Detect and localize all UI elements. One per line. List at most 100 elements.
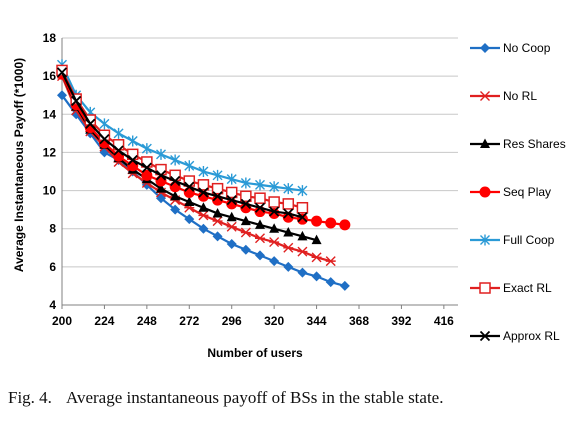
legend-label: No Coop xyxy=(503,41,551,55)
y-tick-label: 8 xyxy=(49,222,56,236)
legend-marker xyxy=(480,43,490,53)
data-point-seq-play xyxy=(141,169,153,181)
data-point-full-coop xyxy=(226,173,237,185)
data-point-exact-rl xyxy=(282,198,295,210)
data-point-no-coop xyxy=(212,231,223,242)
data-point-exact-rl xyxy=(296,201,309,214)
payoff-line-chart: 4 6 8 10 12 14 16 18 200 224 248 272 296 320 344 368 392… xyxy=(12,31,566,360)
series-lines xyxy=(56,59,351,291)
y-tick-label: 18 xyxy=(43,31,57,45)
legend-label: Full Coop xyxy=(503,233,555,247)
data-point-full-coop xyxy=(212,169,223,181)
x-tick-label: 368 xyxy=(349,314,369,328)
data-point-no-coop xyxy=(311,271,322,282)
data-point-approx-rl xyxy=(240,198,251,210)
legend-item-approx-rl: Approx RL xyxy=(470,329,560,343)
y-tick-label: 10 xyxy=(43,184,57,198)
legend-item-no-coop: No Coop xyxy=(470,41,551,55)
y-tick-label: 16 xyxy=(43,69,57,83)
y-tick-label: 12 xyxy=(43,145,57,159)
data-point-seq-play xyxy=(325,217,337,229)
data-point-approx-rl xyxy=(198,187,209,198)
data-point-no-coop xyxy=(297,267,308,278)
x-tick-label: 416 xyxy=(434,314,454,328)
y-tick-label: 4 xyxy=(49,298,56,312)
data-point-no-coop xyxy=(226,238,237,249)
data-point-no-coop xyxy=(339,280,350,291)
legend-label: Seq Play xyxy=(503,185,551,199)
data-point-res-shares xyxy=(226,211,237,222)
legend-marker xyxy=(480,234,490,246)
legend-item-seq-play: Seq Play xyxy=(470,185,551,199)
legend-label: Approx RL xyxy=(503,329,560,343)
legend-marker xyxy=(480,138,490,148)
data-point-res-shares xyxy=(255,219,265,229)
data-point-exact-rl xyxy=(197,179,210,191)
x-axis-label: Number of users xyxy=(207,346,303,360)
legend-marker xyxy=(479,330,491,342)
data-point-exact-rl xyxy=(240,190,252,203)
legend-item-res-shares: Res Shares xyxy=(470,137,566,151)
data-point-full-coop xyxy=(240,177,251,189)
data-point-approx-rl xyxy=(99,133,110,145)
data-point-no-coop xyxy=(57,90,67,101)
data-point-no-coop xyxy=(198,223,209,234)
y-tick-label: 14 xyxy=(43,107,57,121)
data-point-approx-rl xyxy=(212,191,223,202)
data-point-no-rl xyxy=(311,252,322,263)
x-tick-label: 224 xyxy=(94,314,114,328)
legend: No Coop No RL Res Shares Seq Play Full Coop E… xyxy=(470,41,566,343)
data-point-full-coop xyxy=(127,135,138,147)
data-point-no-rl xyxy=(198,210,209,221)
data-point-no-rl xyxy=(255,233,265,244)
legend-marker xyxy=(479,186,491,198)
data-point-full-coop xyxy=(99,118,110,130)
data-point-res-shares xyxy=(156,183,166,193)
y-tick-label: 6 xyxy=(49,260,56,274)
data-point-no-rl xyxy=(325,256,336,267)
legend-label: Exact RL xyxy=(503,281,552,295)
data-point-full-coop xyxy=(297,185,308,197)
data-point-exact-rl xyxy=(225,186,238,199)
data-point-no-rl xyxy=(283,242,294,253)
series-approx-rl xyxy=(56,67,308,223)
data-point-full-coop xyxy=(184,160,195,172)
data-point-approx-rl xyxy=(254,202,266,213)
data-point-full-coop xyxy=(170,154,181,166)
data-point-approx-rl xyxy=(127,154,138,166)
data-point-no-coop xyxy=(283,261,294,272)
figure-caption: Fig. 4. Average instantaneous payoff of B… xyxy=(8,388,573,408)
data-point-res-shares xyxy=(240,215,251,226)
data-point-res-shares xyxy=(170,190,181,201)
data-point-full-coop xyxy=(255,179,265,191)
data-point-approx-rl xyxy=(226,194,237,206)
x-tick-label: 296 xyxy=(222,314,242,328)
data-point-full-coop xyxy=(269,181,280,193)
data-point-full-coop xyxy=(141,143,152,155)
data-point-approx-rl xyxy=(56,67,68,78)
data-point-approx-rl xyxy=(269,206,280,217)
data-point-exact-rl xyxy=(268,196,280,208)
data-point-approx-rl xyxy=(85,118,96,129)
legend-item-no-rl: No RL xyxy=(470,89,537,103)
data-point-approx-rl xyxy=(141,162,152,173)
x-tick-label: 392 xyxy=(391,314,411,328)
data-point-no-rl xyxy=(240,227,251,238)
data-point-exact-rl xyxy=(56,64,68,77)
data-point-res-shares xyxy=(311,234,322,245)
legend-label: Res Shares xyxy=(503,137,566,151)
data-point-no-coop xyxy=(184,214,195,225)
x-tick-label: 248 xyxy=(137,314,157,328)
data-point-full-coop xyxy=(198,166,209,177)
legend-marker xyxy=(480,91,490,101)
data-point-approx-rl xyxy=(71,95,82,107)
grid-lines xyxy=(62,37,458,306)
data-point-no-rl xyxy=(269,237,280,248)
data-point-approx-rl xyxy=(113,145,124,156)
axes: 4 6 8 10 12 14 16 18 200 224 248 272 296 320 344 368 392… xyxy=(43,31,458,328)
data-point-approx-rl xyxy=(170,175,181,187)
x-tick-label: 272 xyxy=(179,314,199,328)
caption-text: Average instantaneous payoff of BSs in t… xyxy=(65,388,444,407)
data-point-seq-play xyxy=(339,219,351,231)
data-point-res-shares xyxy=(283,227,294,237)
